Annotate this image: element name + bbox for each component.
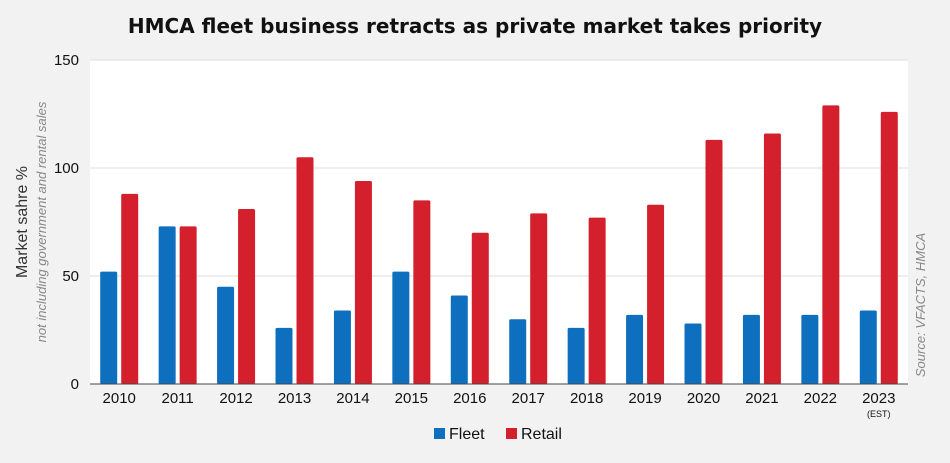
y-tick-label: 100	[54, 160, 79, 177]
x-tick-label: 2018	[570, 390, 603, 407]
bar-retail-2021	[763, 133, 781, 384]
bar-retail-2011	[179, 226, 197, 384]
bar-fleet-2017	[509, 319, 527, 384]
x-tick-label: 2015	[395, 390, 428, 407]
bar-retail-2016	[471, 232, 489, 384]
legend-swatch-retail	[506, 428, 517, 439]
source-note: Source: VFACTS, HMCA	[913, 233, 928, 377]
bar-retail-2020	[705, 139, 723, 384]
x-tick-label: 2022	[804, 390, 837, 407]
y-tick-label: 150	[54, 52, 79, 69]
y-tick-label: 0	[71, 376, 79, 393]
bar-fleet-2023	[859, 310, 877, 384]
x-tick-label: 2013	[278, 390, 311, 407]
x-tick-note: (EST)	[867, 409, 891, 419]
bar-retail-2017	[530, 213, 548, 384]
bar-fleet-2010	[100, 271, 118, 384]
x-tick-labels: 2010 2011 2012 2013 2014 2015 2016 2017 2018 2019…	[103, 390, 896, 419]
x-tick-label: 2014	[336, 390, 369, 407]
bar-retail-2012	[238, 209, 256, 384]
bar-fleet-2022	[801, 314, 819, 384]
legend: Fleet Retail	[434, 426, 562, 443]
x-tick-label: 2021	[745, 390, 778, 407]
bar-fleet-2011	[158, 226, 176, 384]
bar-fleet-2021	[742, 314, 760, 384]
x-tick-label: 2023	[862, 390, 895, 407]
x-tick-label: 2010	[103, 390, 136, 407]
bar-fleet-2019	[626, 314, 644, 384]
bar-retail-2023	[880, 111, 898, 384]
chart-title: HMCA fleet business retracts as private …	[127, 14, 823, 38]
bar-fleet-2020	[684, 323, 702, 384]
bar-retail-2019	[647, 204, 665, 384]
bar-retail-2022	[822, 105, 840, 385]
x-tick-label: 2011	[162, 390, 194, 407]
x-tick-label: 2020	[687, 390, 720, 407]
y-axis-sublabel: not including government and rental sale…	[34, 101, 49, 342]
bar-fleet-2014	[333, 310, 351, 384]
plot-area	[90, 60, 908, 384]
bar-fleet-2016	[450, 295, 468, 384]
legend-label-retail: Retail	[521, 426, 562, 443]
x-tick-label: 2016	[453, 390, 486, 407]
bars	[100, 105, 898, 385]
bar-fleet-2015	[392, 271, 410, 384]
bar-retail-2013	[296, 157, 314, 384]
y-tick-label: 50	[62, 268, 79, 285]
x-tick-label: 2017	[512, 390, 545, 407]
legend-swatch-fleet	[434, 428, 445, 439]
y-axis-label: Market sahre %	[14, 166, 31, 278]
bar-retail-2010	[121, 193, 139, 384]
bar-fleet-2012	[217, 286, 235, 384]
bar-retail-2015	[413, 200, 431, 384]
x-tick-label: 2019	[628, 390, 661, 407]
y-tick-labels: 0 50 100 150	[54, 52, 79, 393]
bar-retail-2014	[354, 180, 372, 384]
bar-fleet-2018	[567, 327, 585, 384]
bar-fleet-2013	[275, 327, 293, 384]
legend-label-fleet: Fleet	[449, 426, 485, 443]
bar-retail-2018	[588, 217, 606, 384]
x-tick-label: 2012	[219, 390, 252, 407]
